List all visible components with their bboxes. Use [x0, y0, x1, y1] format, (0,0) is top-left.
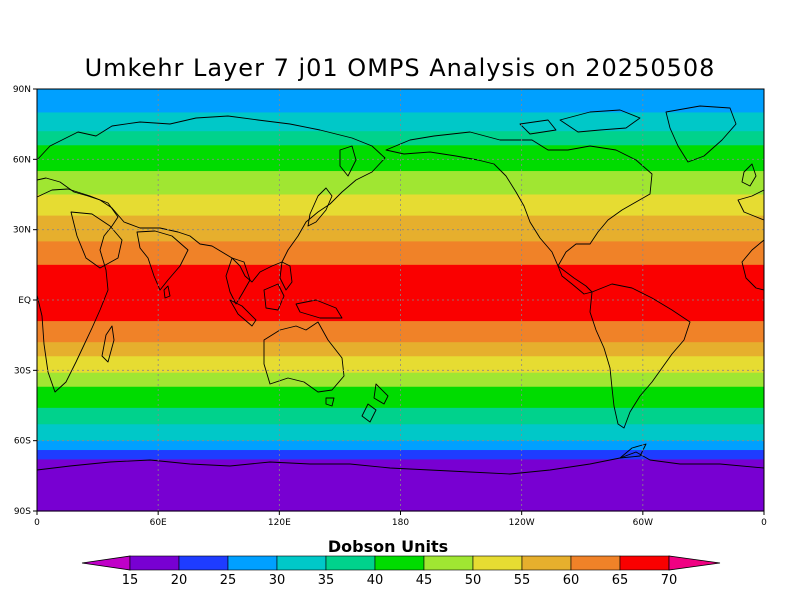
- coastline-south-america: [589, 283, 691, 429]
- coastline-philippines: [279, 261, 293, 291]
- lat-tick-label: 90N: [13, 85, 31, 95]
- coastline-arctic-islands: [519, 109, 641, 135]
- coastline-greenland: [665, 105, 737, 163]
- colorbar-swatch-50-55: [472, 555, 523, 571]
- lon-tick-label: 60W: [633, 518, 653, 528]
- graticule: [37, 89, 764, 511]
- coastline-sumatra: [229, 299, 257, 327]
- coastline-india: [136, 230, 189, 291]
- colorbar-title: Dobson Units: [327, 537, 449, 556]
- colorbar-label: 60: [563, 573, 580, 588]
- coastline-antarctic-peninsula: [619, 443, 647, 459]
- contour-band-1: [37, 112, 764, 132]
- lon-tick-label: 0: [34, 518, 40, 528]
- colorbar-label: 40: [367, 573, 384, 588]
- coastline-antarctica: [36, 451, 765, 475]
- colorbar-swatch-55-60: [521, 555, 572, 571]
- lat-tick-label: 30S: [14, 366, 31, 376]
- lon-tick-label: 60E: [150, 518, 167, 528]
- lon-tick-label: 0: [761, 518, 767, 528]
- contour-band-15: [37, 424, 764, 442]
- map-title: Umkehr Layer 7 j01 OMPS Analysis on 2025…: [84, 54, 716, 82]
- longitude-ticks: 0 60E 120E 180 120W 60W 0: [34, 511, 767, 528]
- colorbar-swatch-20-25: [178, 555, 229, 571]
- colorbar-swatch-35-40: [325, 555, 376, 571]
- colorbar-swatch-65-70: [619, 555, 670, 571]
- lat-tick-label: 30N: [13, 226, 31, 236]
- coastline-newguinea: [295, 299, 343, 319]
- lon-tick-label: 120E: [268, 518, 291, 528]
- coastline-uk: [741, 163, 757, 187]
- colorbar-swatch-15-20: [129, 555, 180, 571]
- contour-band-2: [37, 131, 764, 146]
- coastline-japan: [307, 187, 333, 227]
- lat-tick-label: EQ: [18, 296, 31, 306]
- coastline-australia: [263, 321, 345, 393]
- latitude-ticks: 90N 60N 30N EQ 30S 60S 90S: [13, 85, 37, 517]
- colorbar-under-arrow: [81, 555, 131, 571]
- colorbar-over-arrow: [668, 555, 721, 571]
- coastline-newzealand: [361, 383, 389, 423]
- contour-band-14: [37, 407, 764, 425]
- colorbar-label: 65: [612, 573, 629, 588]
- coastline-arabia: [70, 211, 123, 269]
- colorbar-swatch-40-45: [374, 555, 425, 571]
- colorbar-label: 50: [465, 573, 482, 588]
- colorbar-label: 25: [220, 573, 237, 588]
- contour-band-9: [37, 321, 764, 343]
- coastline-tasmania: [325, 397, 335, 407]
- contour-band-13: [37, 386, 764, 409]
- colorbar-swatch-45-50: [423, 555, 474, 571]
- coastline-eurasia: [36, 115, 386, 283]
- colorbar-label: 35: [318, 573, 335, 588]
- colorbar-label: 55: [514, 573, 531, 588]
- coastline-indochina: [225, 257, 251, 305]
- colorbar-label: 15: [122, 573, 139, 588]
- contour-band-8: [37, 264, 764, 322]
- colorbar: 15 20 25 30 35 40 45 50 55 60 65 70: [81, 555, 721, 588]
- colorbar-swatch-30-35: [276, 555, 327, 571]
- coastline-borneo: [263, 283, 285, 311]
- coastline-kamchatka: [339, 145, 357, 177]
- lat-tick-label: 90S: [14, 507, 31, 517]
- coastline-madagascar: [101, 325, 115, 363]
- coastline-africa-right: [741, 239, 765, 291]
- lon-tick-label: 180: [392, 518, 409, 528]
- colorbar-swatch-25-30: [227, 555, 278, 571]
- lon-tick-label: 120W: [509, 518, 535, 528]
- colorbar-swatch-60-65: [570, 555, 621, 571]
- lat-tick-label: 60S: [14, 437, 31, 447]
- colorbar-label: 45: [416, 573, 433, 588]
- coastlines: [36, 105, 765, 475]
- coastline-north-america: [385, 131, 653, 267]
- colorbar-label: 70: [661, 573, 678, 588]
- coastline-srilanka: [163, 285, 171, 299]
- lat-tick-label: 60N: [13, 155, 31, 165]
- colorbar-label: 30: [269, 573, 286, 588]
- colorbar-label: 20: [171, 573, 188, 588]
